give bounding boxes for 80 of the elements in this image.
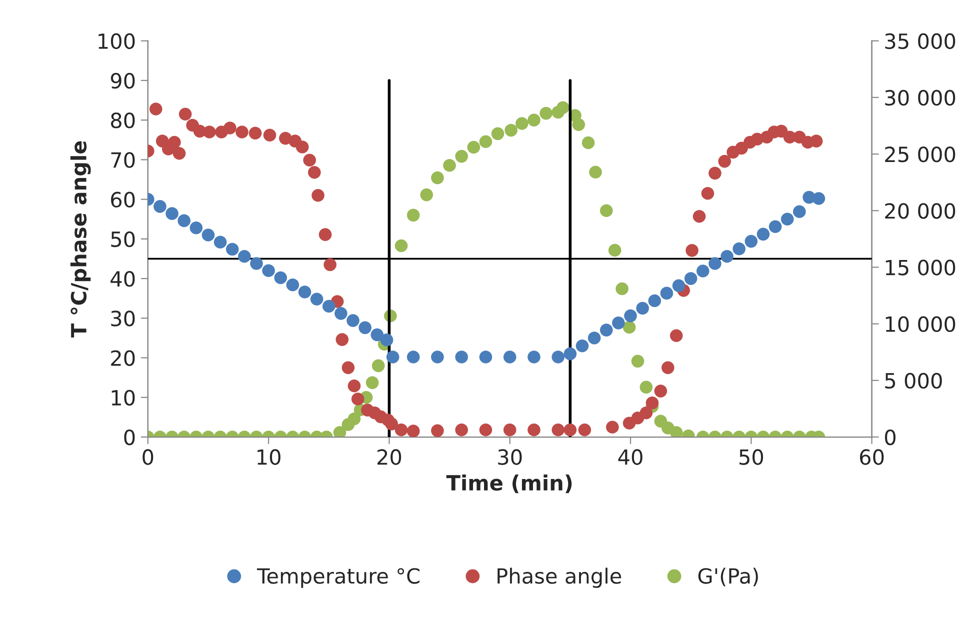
point [708,257,722,270]
point [322,300,336,313]
x-tick-label: 60 [860,449,884,465]
y-tick-label: 30 [111,310,135,326]
legend-label: G'(Pa) [698,568,758,586]
point [684,272,698,285]
y-tick-label: 40 [110,271,135,287]
legend-label: Temperature °C [256,568,420,588]
y2-tick-label: 15 000 [886,260,956,276]
x-tick-label: 20 [377,449,402,465]
point [166,207,178,220]
y-tick-label: 10 [112,390,135,406]
point [431,350,444,364]
y2-tick-label: 10 000 [886,316,956,332]
point [274,271,288,284]
point [780,212,794,226]
y2-tick-label: 30 000 [885,90,956,106]
y2-tick-label: 35 000 [885,33,956,50]
point [636,302,649,315]
point [648,294,662,308]
point [358,321,372,334]
point [672,279,686,292]
point [660,286,674,300]
point [479,350,492,364]
y-tick-label: 0 [124,429,135,446]
point [178,214,190,228]
point [262,264,275,278]
point [380,334,394,346]
point [250,257,263,270]
point [576,339,589,352]
point [732,242,746,256]
y-tick-label: 70 [111,152,135,168]
point [406,350,420,364]
y-tick-label: 80 [110,112,135,128]
y2-tick-label: 5 000 [885,372,942,389]
point [298,286,312,298]
point [226,242,239,256]
y2-tick-label: 20 000 [885,203,956,219]
y-tick-label: 50 [111,231,135,248]
point [455,350,468,364]
point [588,332,601,344]
y-axis-title: T °C/phase angle [70,141,91,338]
x-axis-title: Time (min) [446,474,572,494]
point [812,192,826,205]
point [624,309,637,322]
point [612,316,625,330]
point [386,350,400,364]
point [756,228,770,241]
point [310,292,324,306]
point [370,328,384,342]
point [214,236,227,249]
point [720,250,734,263]
point [696,264,710,278]
point [564,347,577,360]
x-tick-label: 50 [740,449,764,465]
point [552,350,565,364]
point [238,250,251,263]
y2-tick-label: 0 [884,429,896,446]
point [793,205,806,218]
legend-label: Phase angle [498,568,622,588]
point [190,221,203,234]
point [202,228,215,242]
x-tick-label: 30 [498,449,522,465]
y-tick-label: 60 [111,192,135,208]
y2-tick-label: 25 000 [885,146,956,162]
point [346,314,360,327]
point [286,278,300,292]
point [154,200,166,213]
x-tick-label: 40 [618,449,642,465]
y-tick-label: 90 [110,72,135,89]
point [768,220,782,234]
point [503,350,516,364]
y-tick-label: 100 [98,33,135,50]
point [334,307,348,320]
x-tick-label: 0 [142,449,154,465]
point [528,350,540,364]
y-tick-label: 20 [111,350,135,366]
x-tick-label: 10 [258,449,280,465]
point [600,324,613,336]
point [744,234,758,248]
